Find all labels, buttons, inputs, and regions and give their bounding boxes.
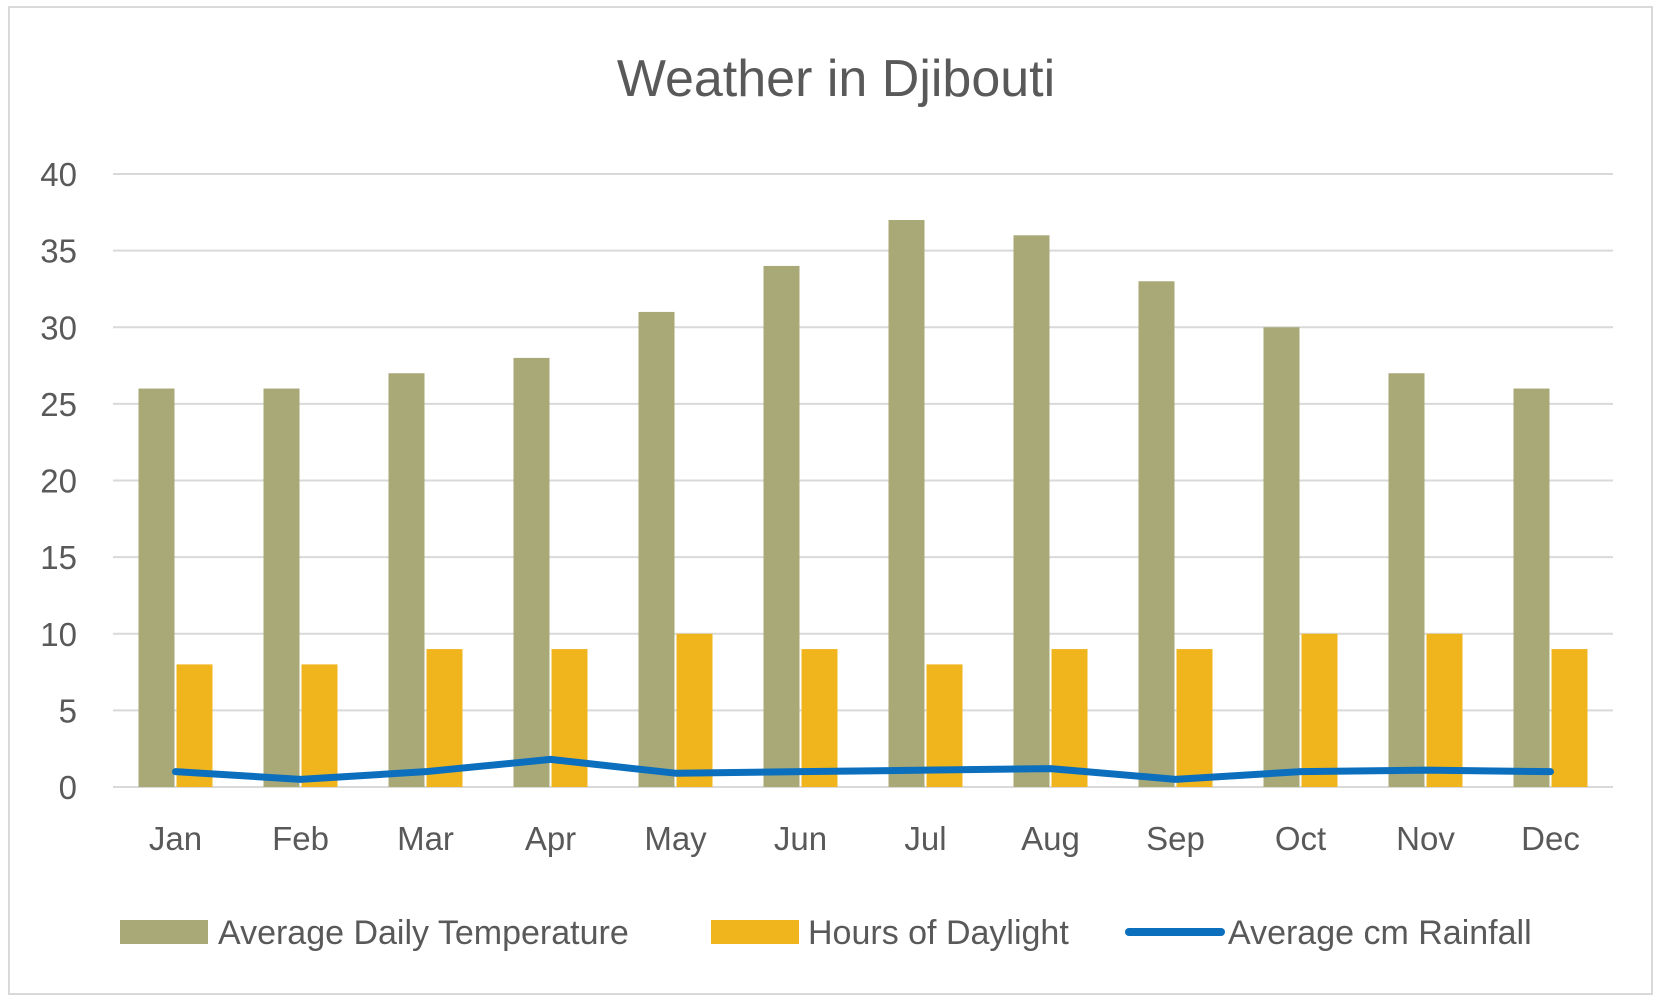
y-tick-label: 40 xyxy=(40,156,77,193)
x-tick-label: Feb xyxy=(272,820,329,857)
y-tick-label: 20 xyxy=(40,463,77,500)
bar-temperature xyxy=(1138,281,1175,787)
x-tick-label: May xyxy=(644,820,707,857)
x-tick-label: Nov xyxy=(1396,820,1455,857)
x-tick-label: Apr xyxy=(525,820,576,857)
line-layer xyxy=(172,755,1554,783)
legend-label: Average cm Rainfall xyxy=(1228,914,1532,952)
y-axis-ticks: 0 5 10 15 20 25 30 35 40 xyxy=(40,156,77,806)
bar-daylight xyxy=(1176,649,1213,787)
bar-temperature xyxy=(888,219,925,788)
bar-temperature xyxy=(1013,235,1050,788)
x-tick-label: Jan xyxy=(149,820,202,857)
legend-label: Hours of Daylight xyxy=(808,914,1069,952)
bar-daylight xyxy=(1551,649,1588,787)
bar-daylight xyxy=(1426,633,1463,787)
bar-temperature xyxy=(138,388,175,787)
bar-daylight xyxy=(301,664,338,787)
x-tick-label: Mar xyxy=(397,820,454,857)
legend-swatch xyxy=(711,920,799,944)
x-tick-label: Jul xyxy=(904,820,946,857)
y-tick-label: 30 xyxy=(40,309,77,346)
bar-temperature xyxy=(763,265,800,787)
bar-temperature xyxy=(513,357,550,787)
bar-temperature xyxy=(1388,373,1425,787)
grid-layer xyxy=(113,173,1613,788)
legend-swatch xyxy=(120,920,208,944)
y-tick-label: 0 xyxy=(59,769,77,806)
x-tick-label: Sep xyxy=(1146,820,1205,857)
bar-temperature xyxy=(1263,327,1300,787)
rainfall-line xyxy=(172,755,1554,783)
bar-temperature xyxy=(388,373,425,787)
x-tick-label: Dec xyxy=(1521,820,1580,857)
chart-title: Weather in Djibouti xyxy=(617,50,1055,108)
legend-label: Average Daily Temperature xyxy=(218,914,629,952)
bar-daylight xyxy=(801,649,838,787)
bar-daylight xyxy=(176,664,213,787)
y-tick-label: 35 xyxy=(40,233,77,270)
y-tick-label: 15 xyxy=(40,539,77,576)
bar-temperature xyxy=(638,311,675,787)
bar-temperature xyxy=(1513,388,1550,787)
x-tick-label: Oct xyxy=(1275,820,1326,857)
x-tick-label: Jun xyxy=(774,820,827,857)
bar-daylight xyxy=(676,633,713,787)
y-tick-label: 10 xyxy=(40,616,77,653)
y-tick-label: 25 xyxy=(40,386,77,423)
x-tick-label: Aug xyxy=(1021,820,1080,857)
bar-temperature xyxy=(263,388,300,787)
bar-layer xyxy=(138,219,1588,788)
bar-daylight xyxy=(1051,649,1088,787)
y-tick-label: 5 xyxy=(59,692,77,729)
x-axis-ticks: Jan Feb Mar Apr May Jun Jul Aug Sep Oct Nov Dec xyxy=(149,820,1580,857)
legend: Average Daily Temperature Hours of Daylig… xyxy=(120,914,1532,952)
bar-daylight xyxy=(1301,633,1338,787)
bar-daylight xyxy=(426,649,463,787)
